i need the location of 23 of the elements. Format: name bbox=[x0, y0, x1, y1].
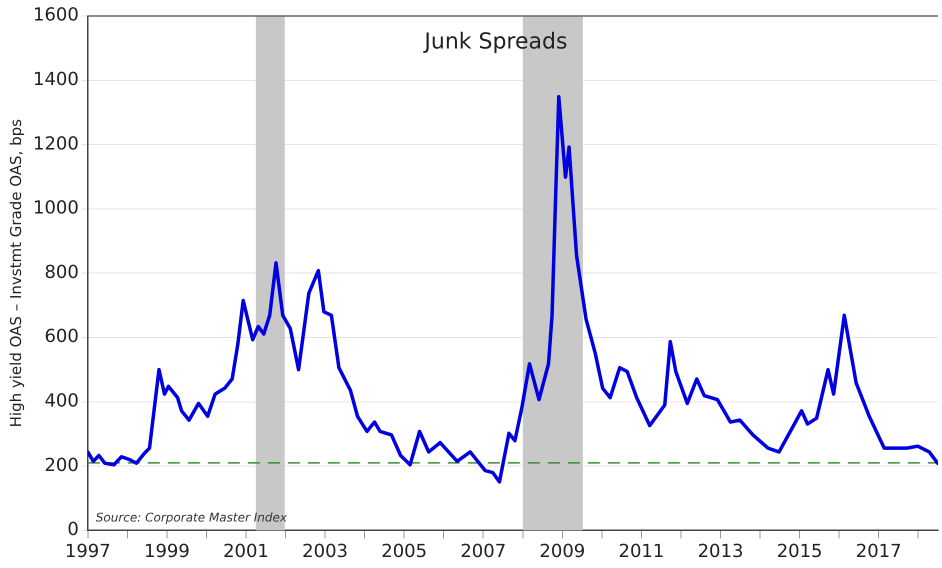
y-tick-label: 1200 bbox=[32, 133, 79, 154]
x-tick-label: 2015 bbox=[776, 540, 823, 562]
x-tick-label: 2017 bbox=[856, 540, 902, 562]
x-tick-label: 2001 bbox=[223, 540, 269, 562]
y-tick-label: 1000 bbox=[32, 198, 79, 219]
x-tick-label: 2009 bbox=[539, 540, 586, 562]
x-tick-label: 1999 bbox=[144, 540, 190, 562]
y-tick-label: 1600 bbox=[32, 4, 79, 26]
x-tick-label: 2005 bbox=[381, 540, 428, 562]
y-tick-label: 400 bbox=[44, 390, 79, 412]
annotation: Source: Corporate Master Index bbox=[96, 510, 288, 525]
x-tick-label: 2003 bbox=[302, 540, 348, 562]
y-tick-label: 1400 bbox=[32, 68, 79, 90]
x-tick-label: 2013 bbox=[698, 540, 744, 562]
y-axis-title: High yield OAS – Invstmt Grade OAS, bps bbox=[6, 118, 25, 428]
y-tick-label: 0 bbox=[67, 519, 79, 540]
y-tick-label: 800 bbox=[44, 262, 79, 283]
text: Junk Spreads bbox=[422, 30, 568, 55]
y-tick-label: 200 bbox=[44, 454, 79, 476]
x-tick-label: 2007 bbox=[460, 540, 506, 562]
y-tick-label: 600 bbox=[44, 326, 79, 348]
x-tick-label: 2011 bbox=[618, 540, 664, 562]
x-tick-label: 1997 bbox=[64, 540, 111, 562]
